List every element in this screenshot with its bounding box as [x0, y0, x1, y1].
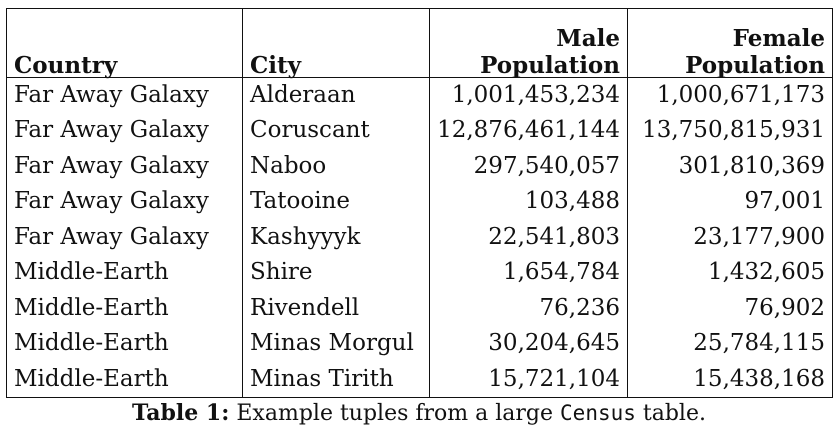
cell-male-population: 1,654,784: [429, 255, 628, 291]
header-female-line2: Population: [685, 52, 825, 79]
caption-label: Table 1:: [132, 400, 230, 426]
cell-city: Rivendell: [242, 290, 430, 326]
census-table: Country City Male Population Female Popu…: [6, 8, 833, 398]
cell-country: Middle-Earth: [6, 290, 243, 326]
header-male-line2: Population: [480, 52, 620, 79]
cell-city: Shire: [242, 255, 430, 291]
header-male-line1: Male: [556, 25, 620, 52]
table-row: Far Away Galaxy Naboo 297,540,057 301,810,3…: [6, 148, 833, 184]
cell-female-population: 97,001: [627, 184, 833, 220]
cell-city: Minas Morgul: [242, 326, 430, 362]
cell-city: Minas Tirith: [242, 361, 430, 398]
table-body: Far Away Galaxy Alderaan 1,001,453,234 1,00…: [6, 77, 833, 398]
caption-text-after: table.: [642, 401, 706, 426]
cell-country: Middle-Earth: [6, 255, 243, 291]
cell-male-population: 1,001,453,234: [429, 77, 628, 113]
caption-text-before: Example tuples from a large: [236, 401, 554, 426]
table-row: Far Away Galaxy Tatooine 103,488 97,001: [6, 184, 833, 220]
cell-female-population: 1,000,671,173: [627, 77, 833, 113]
table-caption: Table 1: Example tuples from a large Cen…: [0, 400, 838, 426]
table-row: Middle-Earth Minas Tirith 15,721,104 15,438…: [6, 361, 833, 398]
cell-country: Far Away Galaxy: [6, 219, 243, 255]
cell-female-population: 13,750,815,931: [627, 113, 833, 149]
header-row: Country City Male Population Female Popu…: [6, 8, 833, 79]
header-female-line1: Female: [732, 25, 825, 52]
table-row: Middle-Earth Rivendell 76,236 76,902: [6, 290, 833, 326]
cell-male-population: 76,236: [429, 290, 628, 326]
cell-female-population: 25,784,115: [627, 326, 833, 362]
census-table-container: Country City Male Population Female Popu…: [6, 8, 833, 398]
caption-table-name: Census: [560, 401, 636, 425]
cell-city: Alderaan: [242, 77, 430, 113]
cell-male-population: 22,541,803: [429, 219, 628, 255]
cell-country: Middle-Earth: [6, 361, 243, 398]
cell-city: Coruscant: [242, 113, 430, 149]
table-row: Far Away Galaxy Kashyyyk 22,541,803 23,177,…: [6, 219, 833, 255]
table-row: Far Away Galaxy Coruscant 12,876,461,144 13…: [6, 113, 833, 149]
cell-female-population: 301,810,369: [627, 148, 833, 184]
cell-city: Naboo: [242, 148, 430, 184]
cell-male-population: 103,488: [429, 184, 628, 220]
header-city: City: [242, 8, 430, 78]
cell-country: Far Away Galaxy: [6, 77, 243, 113]
cell-city: Tatooine: [242, 184, 430, 220]
cell-female-population: 23,177,900: [627, 219, 833, 255]
cell-male-population: 297,540,057: [429, 148, 628, 184]
cell-male-population: 15,721,104: [429, 361, 628, 398]
cell-female-population: 1,432,605: [627, 255, 833, 291]
cell-country: Middle-Earth: [6, 326, 243, 362]
cell-country: Far Away Galaxy: [6, 113, 243, 149]
table-row: Middle-Earth Shire 1,654,784 1,432,605: [6, 255, 833, 291]
cell-city: Kashyyyk: [242, 219, 430, 255]
cell-male-population: 30,204,645: [429, 326, 628, 362]
header-country: Country: [6, 8, 243, 78]
cell-female-population: 15,438,168: [627, 361, 833, 398]
header-female-population: Female Population: [627, 8, 833, 79]
table-row: Far Away Galaxy Alderaan 1,001,453,234 1,00…: [6, 77, 833, 113]
header-male-population: Male Population: [429, 8, 628, 79]
table-row: Middle-Earth Minas Morgul 30,204,645 25,784…: [6, 326, 833, 362]
cell-male-population: 12,876,461,144: [429, 113, 628, 149]
cell-country: Far Away Galaxy: [6, 184, 243, 220]
cell-country: Far Away Galaxy: [6, 148, 243, 184]
cell-female-population: 76,902: [627, 290, 833, 326]
